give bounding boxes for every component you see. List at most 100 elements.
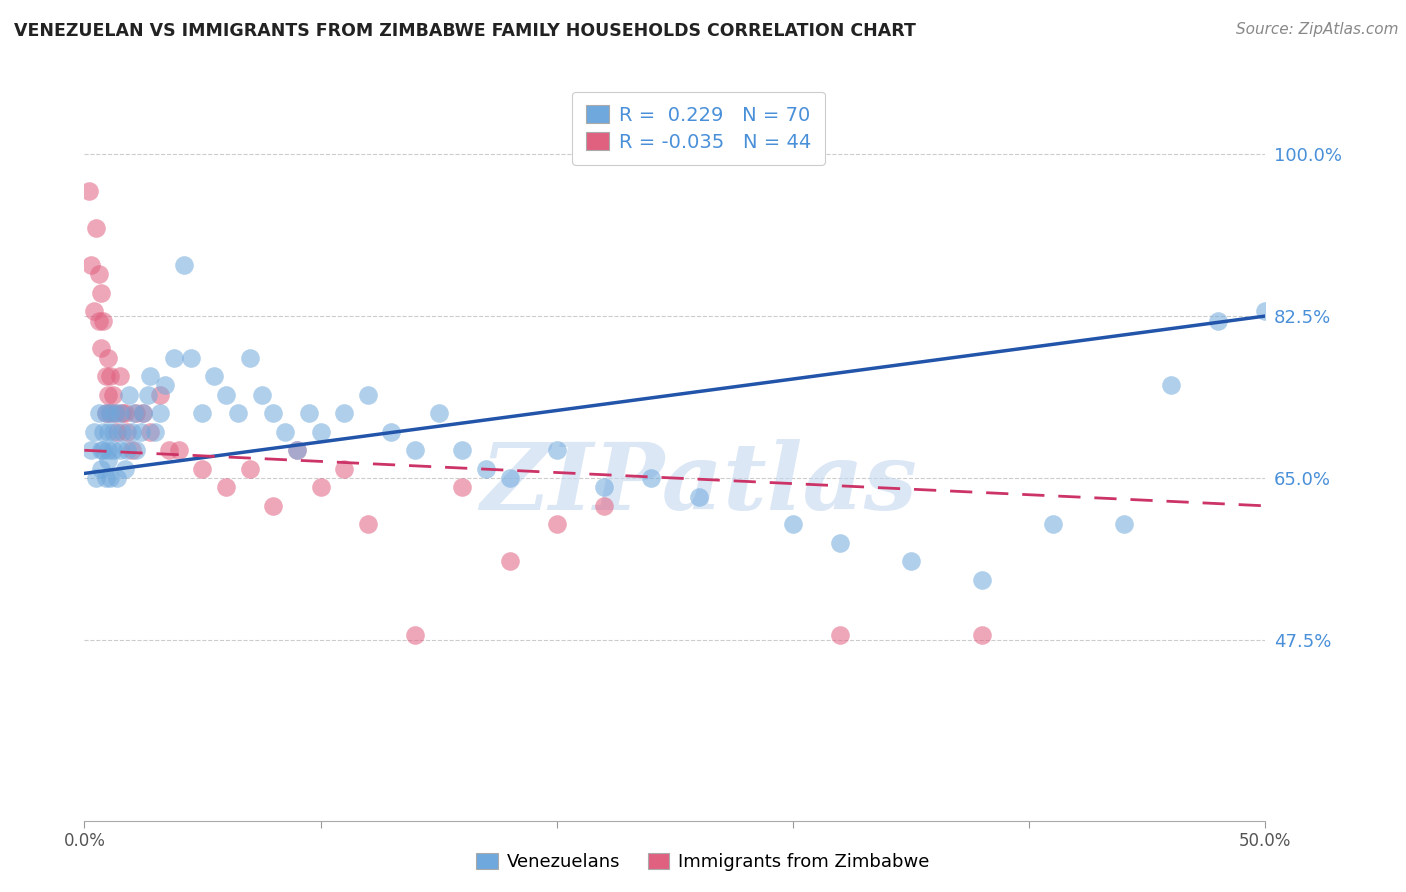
Point <box>250 388 273 402</box>
Point <box>91 443 114 458</box>
Point <box>173 258 195 272</box>
Point <box>114 406 136 420</box>
Point <box>333 406 356 420</box>
Point <box>90 342 112 356</box>
Point <box>97 388 120 402</box>
Point <box>90 285 112 300</box>
Point <box>107 425 129 439</box>
Point <box>451 480 474 494</box>
Point <box>101 443 124 458</box>
Point <box>498 471 520 485</box>
Point <box>101 388 124 402</box>
Point <box>163 351 186 365</box>
Point <box>298 406 321 420</box>
Point <box>101 425 124 439</box>
Point <box>143 425 166 439</box>
Point <box>1206 313 1229 327</box>
Point <box>107 471 129 485</box>
Point <box>167 443 190 458</box>
Point <box>475 462 498 476</box>
Point <box>202 369 225 384</box>
Point <box>357 388 380 402</box>
Point <box>80 443 103 458</box>
Point <box>1160 378 1182 392</box>
Point <box>191 462 214 476</box>
Legend: R =  0.229   N = 70, R = -0.035   N = 44: R = 0.229 N = 70, R = -0.035 N = 44 <box>572 92 825 165</box>
Point <box>132 406 155 420</box>
Point <box>132 406 155 420</box>
Point <box>87 406 110 420</box>
Point <box>180 351 202 365</box>
Point <box>404 443 426 458</box>
Point <box>157 443 180 458</box>
Point <box>830 536 852 550</box>
Point <box>108 369 131 384</box>
Point <box>830 628 852 642</box>
Point <box>91 425 114 439</box>
Point <box>593 499 616 513</box>
Point <box>77 184 100 198</box>
Point <box>115 425 138 439</box>
Point <box>90 443 112 458</box>
Point <box>215 480 238 494</box>
Point <box>782 517 804 532</box>
Point <box>226 406 249 420</box>
Point <box>380 425 402 439</box>
Point <box>97 452 120 467</box>
Legend: Venezuelans, Immigrants from Zimbabwe: Venezuelans, Immigrants from Zimbabwe <box>470 846 936 879</box>
Point <box>104 406 127 420</box>
Point <box>274 425 297 439</box>
Point <box>98 369 121 384</box>
Point <box>1254 304 1277 318</box>
Point <box>970 573 993 587</box>
Point <box>97 425 120 439</box>
Point <box>84 471 107 485</box>
Point <box>139 425 162 439</box>
Point <box>111 425 134 439</box>
Point <box>900 554 922 568</box>
Point <box>129 425 152 439</box>
Point <box>122 406 145 420</box>
Point <box>118 388 141 402</box>
Point <box>239 351 262 365</box>
Point <box>149 388 172 402</box>
Point <box>94 406 117 420</box>
Text: VENEZUELAN VS IMMIGRANTS FROM ZIMBABWE FAMILY HOUSEHOLDS CORRELATION CHART: VENEZUELAN VS IMMIGRANTS FROM ZIMBABWE F… <box>14 22 915 40</box>
Text: Source: ZipAtlas.com: Source: ZipAtlas.com <box>1236 22 1399 37</box>
Point <box>191 406 214 420</box>
Point <box>333 462 356 476</box>
Point <box>309 480 332 494</box>
Point <box>83 425 105 439</box>
Point <box>121 443 143 458</box>
Point <box>404 628 426 642</box>
Text: ZIPatlas: ZIPatlas <box>479 439 917 529</box>
Point <box>215 388 238 402</box>
Point <box>149 406 172 420</box>
Point <box>1112 517 1135 532</box>
Point <box>262 406 284 420</box>
Point <box>108 406 131 420</box>
Point <box>87 313 110 327</box>
Point <box>593 480 616 494</box>
Point <box>451 443 474 458</box>
Point <box>427 406 450 420</box>
Point <box>546 517 568 532</box>
Point <box>262 499 284 513</box>
Point <box>111 406 134 420</box>
Point <box>136 388 159 402</box>
Point <box>1042 517 1064 532</box>
Point <box>285 443 308 458</box>
Point <box>121 425 143 439</box>
Point <box>87 268 110 282</box>
Point <box>97 443 120 458</box>
Point <box>80 258 103 272</box>
Point <box>153 378 176 392</box>
Point <box>640 471 662 485</box>
Point <box>239 462 262 476</box>
Point <box>91 313 114 327</box>
Point <box>94 406 117 420</box>
Point <box>357 517 380 532</box>
Point <box>125 443 148 458</box>
Point <box>84 221 107 235</box>
Point <box>139 369 162 384</box>
